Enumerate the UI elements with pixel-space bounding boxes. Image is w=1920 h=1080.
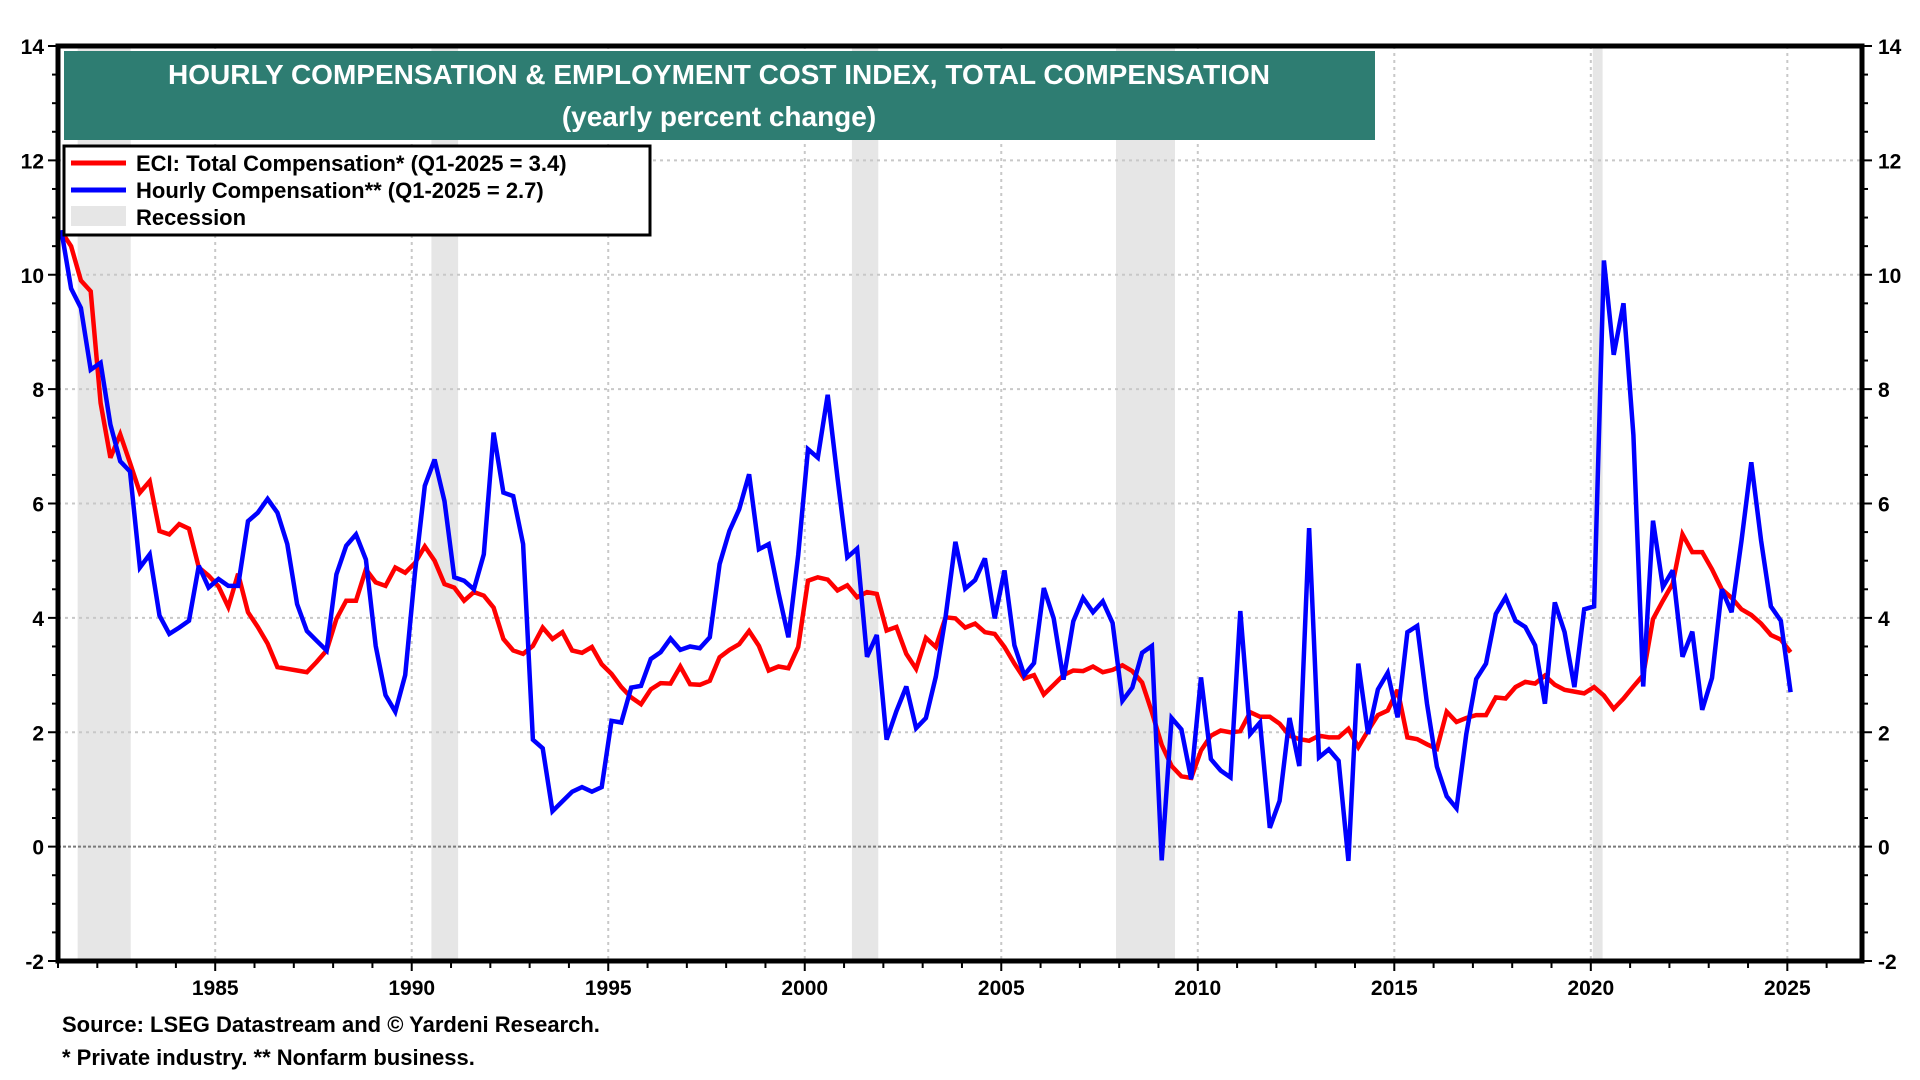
x-tick-label: 1990: [388, 977, 435, 1000]
axes: 14 14 12 12 10 10 8 8 6 6 4 4 2 2 0 0 -2 -2 1985 1990 1995 20…: [21, 36, 1902, 1000]
y-tick-label-right: 8: [1878, 379, 1890, 402]
x-tick-label: 2010: [1174, 977, 1221, 1000]
legend-label-recession: Recession: [136, 205, 246, 230]
y-tick-label-right: 12: [1878, 150, 1901, 173]
legend-label-hourly: Hourly Compensation** (Q1-2025 = 2.7): [136, 178, 544, 203]
x-tick-label: 2005: [978, 977, 1025, 1000]
y-tick-label-right: 4: [1878, 608, 1890, 631]
y-tick-label-right: 10: [1878, 265, 1901, 288]
y-tick-label-left: 2: [32, 722, 44, 745]
y-tick-label-left: -2: [25, 951, 44, 974]
legend-label-eci: ECI: Total Compensation* (Q1-2025 = 3.4): [136, 151, 567, 176]
x-tick-label: 1985: [192, 977, 239, 1000]
title-box: HOURLY COMPENSATION & EMPLOYMENT COST IN…: [64, 51, 1375, 140]
x-tick-label: 2025: [1764, 977, 1811, 1000]
y-tick-label-left: 6: [32, 494, 44, 517]
legend: ECI: Total Compensation* (Q1-2025 = 3.4)…: [62, 144, 652, 237]
series-lines: [59, 229, 1793, 862]
y-tick-label-right: 0: [1878, 837, 1890, 860]
y-tick-label-right: 2: [1878, 722, 1890, 745]
legend-box: [62, 144, 652, 237]
chart-title: HOURLY COMPENSATION & EMPLOYMENT COST IN…: [168, 59, 1270, 90]
source-note: Source: LSEG Datastream and © Yardeni Re…: [62, 1012, 600, 1037]
series-line-eci: [59, 230, 1793, 781]
x-tick-label: 1995: [585, 977, 632, 1000]
y-tick-label-left: 4: [32, 608, 44, 631]
x-tick-label: 2020: [1567, 977, 1614, 1000]
legend-swatch-recession: [71, 206, 126, 226]
y-tick-label-left: 14: [21, 36, 45, 59]
y-tick-label-left: 8: [32, 379, 44, 402]
y-tick-label-left: 12: [21, 150, 44, 173]
y-tick-label-right: 6: [1878, 494, 1890, 517]
title-background: [64, 51, 1375, 140]
y-tick-label-right: 14: [1878, 36, 1902, 59]
footnote: * Private industry. ** Nonfarm business.: [62, 1045, 475, 1070]
chart-subtitle: (yearly percent change): [562, 101, 876, 132]
gridlines: [58, 46, 1862, 961]
y-tick-label-left: 0: [32, 837, 44, 860]
x-tick-label: 2015: [1371, 977, 1418, 1000]
x-tick-label: 2000: [781, 977, 828, 1000]
series-line-hourly-compensation: [59, 229, 1793, 862]
y-tick-label-left: 10: [21, 265, 44, 288]
y-tick-label-right: -2: [1878, 951, 1897, 974]
